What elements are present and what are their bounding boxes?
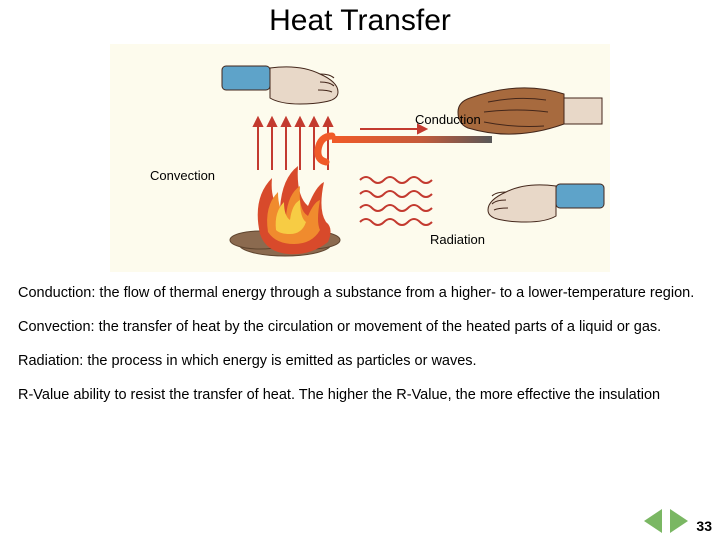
page-title: Heat Transfer [0, 0, 720, 38]
conduction-rod [318, 136, 492, 162]
label-radiation: Radiation [430, 232, 485, 247]
definition-rvalue: R-Value ability to resist the transfer o… [18, 386, 702, 404]
definition-conduction: Conduction: the flow of thermal energy t… [18, 284, 702, 302]
radiation-waves [360, 177, 432, 225]
fire [230, 166, 340, 256]
conduction-glove [458, 88, 602, 134]
convection-hand [222, 66, 338, 104]
heat-transfer-diagram: Conduction Convection Radiation [110, 44, 610, 272]
nav-arrows [642, 509, 690, 538]
radiation-hand [488, 184, 604, 222]
label-convection: Convection [150, 168, 215, 183]
definitions-block: Conduction: the flow of thermal energy t… [0, 272, 720, 405]
label-conduction: Conduction [415, 112, 481, 127]
next-arrow-icon[interactable] [670, 509, 688, 533]
prev-arrow-icon[interactable] [644, 509, 662, 533]
definition-convection: Convection: the transfer of heat by the … [18, 318, 702, 336]
page-number: 33 [696, 518, 712, 534]
definition-radiation: Radiation: the process in which energy i… [18, 352, 702, 370]
